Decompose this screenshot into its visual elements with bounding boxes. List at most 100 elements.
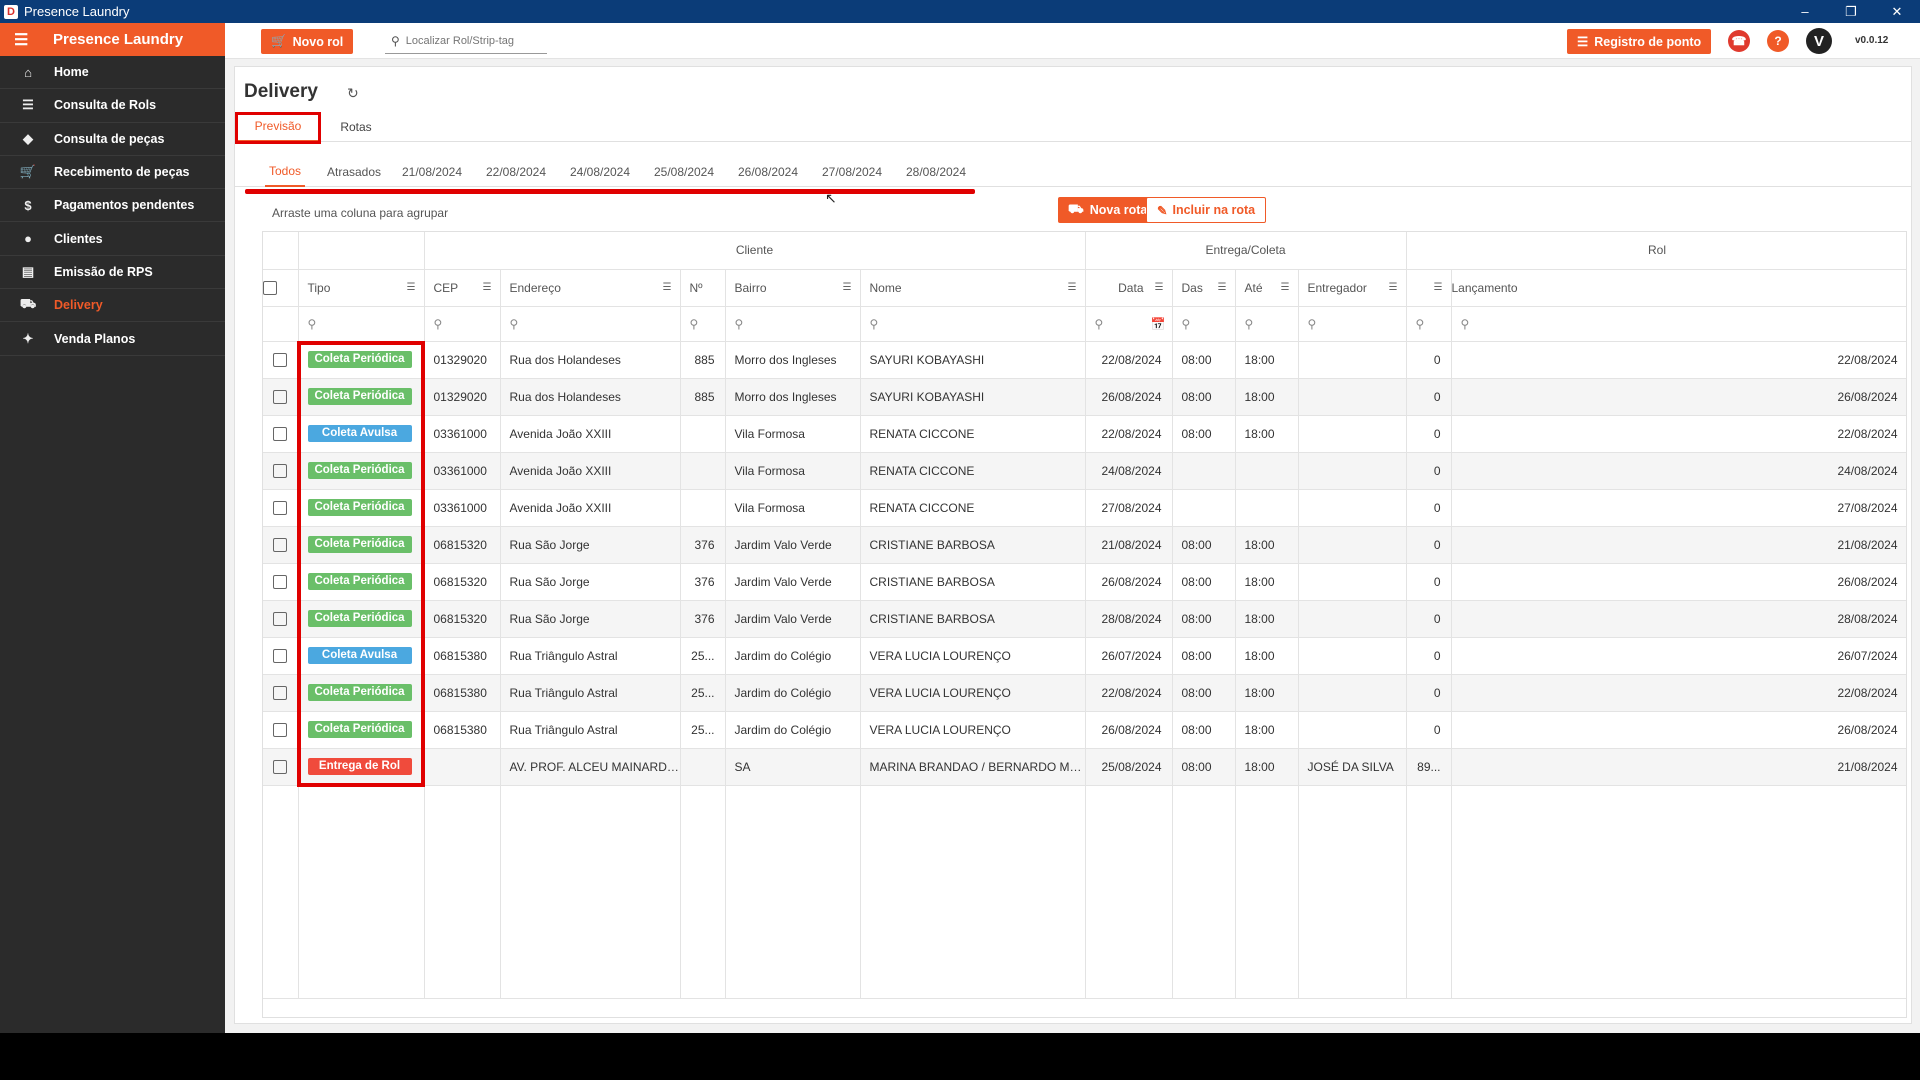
table-row[interactable]: Coleta Periódica 06815380 Rua Triângulo As…: [263, 711, 1906, 749]
filter-icon[interactable]: ☰: [1217, 281, 1227, 293]
table-row[interactable]: Coleta Periódica 01329020 Rua dos Holandes…: [263, 341, 1906, 379]
filter-cell[interactable]: ⚲ 📅: [1085, 306, 1173, 342]
row-checkbox[interactable]: [273, 537, 288, 552]
column-header-at-[interactable]: Até ☰: [1235, 269, 1299, 307]
subtab-atrasados[interactable]: Atrasados: [326, 165, 382, 179]
table-row[interactable]: Coleta Periódica 03361000 Avenida João XXI…: [263, 452, 1906, 490]
search-icon: ⚲: [1094, 316, 1104, 331]
subtab-27-08-2024[interactable]: 27/08/2024: [821, 165, 883, 179]
table-row[interactable]: Coleta Avulsa 03361000 Avenida João XXIII V…: [263, 415, 1906, 453]
filter-icon[interactable]: ☰: [1388, 281, 1398, 293]
filter-cell[interactable]: ⚲: [1298, 306, 1407, 342]
subtab-26-08-2024[interactable]: 26/08/2024: [737, 165, 799, 179]
column-header-n-[interactable]: Nº: [680, 269, 726, 307]
filter-cell[interactable]: ⚲: [725, 306, 861, 342]
filter-cell[interactable]: ⚲: [424, 306, 501, 342]
row-checkbox[interactable]: [273, 426, 288, 441]
filter-icon[interactable]: ☰: [1280, 281, 1290, 293]
filter-cell[interactable]: ⚲: [500, 306, 681, 342]
column-header-rol[interactable]: ☰: [1406, 269, 1452, 307]
select-all-checkbox[interactable]: [263, 280, 277, 295]
sidebar-item-recebimento-de-pe-as[interactable]: 🛒 Recebimento de peças: [0, 156, 225, 190]
row-checkbox[interactable]: [273, 463, 288, 478]
table-row[interactable]: Coleta Periódica 06815320 Rua São Jorge 376…: [263, 526, 1906, 564]
sidebar-item-consulta-de-rols[interactable]: ☰ Consulta de Rols: [0, 89, 225, 123]
table-row[interactable]: Coleta Periódica 06815320 Rua São Jorge 376…: [263, 600, 1906, 638]
subtab-21-08-2024[interactable]: 21/08/2024: [401, 165, 463, 179]
sidebar-item-consulta-de-pe-as[interactable]: ◆ Consulta de peças: [0, 123, 225, 156]
column-header-endere-o[interactable]: Endereço ☰: [500, 269, 681, 307]
column-header-bairro[interactable]: Bairro ☰: [725, 269, 861, 307]
row-checkbox[interactable]: [273, 648, 288, 663]
sidebar-item-venda-planos[interactable]: ✦ Venda Planos: [0, 322, 225, 356]
sidebar-item-clientes[interactable]: ● Clientes: [0, 222, 225, 256]
column-header-data[interactable]: Data ☰: [1085, 269, 1173, 307]
row-checkbox[interactable]: [273, 611, 288, 626]
avatar[interactable]: V: [1806, 28, 1832, 54]
row-checkbox[interactable]: [273, 722, 288, 737]
filter-cell[interactable]: ⚲: [298, 306, 425, 342]
sidebar-item-pagamentos-pendentes[interactable]: $ Pagamentos pendentes: [0, 189, 225, 223]
sidebar-item-home[interactable]: ⌂ Home: [0, 56, 225, 90]
filter-icon[interactable]: ☰: [842, 281, 852, 293]
cell-data: 22/08/2024: [1085, 674, 1173, 712]
table-row[interactable]: Entrega de Rol AV. PROF. ALCEU MAINARD ..…: [263, 748, 1906, 786]
filter-icon[interactable]: ☰: [482, 281, 492, 293]
filter-icon[interactable]: ☰: [406, 281, 416, 293]
filter-icon[interactable]: ☰: [1154, 281, 1164, 293]
close-icon[interactable]: ✕: [1891, 3, 1903, 19]
tab-rotas[interactable]: Rotas: [340, 120, 372, 134]
table-row[interactable]: Coleta Periódica 06815320 Rua São Jorge 376…: [263, 563, 1906, 601]
column-header-label: Endereço: [509, 280, 561, 295]
column-header-cep[interactable]: CEP ☰: [424, 269, 501, 307]
column-header-tipo[interactable]: Tipo ☰: [298, 269, 425, 307]
row-checkbox[interactable]: [273, 685, 288, 700]
bottom-bar: [0, 1033, 1920, 1080]
sidebar-item-emiss-o-de-rps[interactable]: ▤ Emissão de RPS: [0, 256, 225, 290]
column-header-nome[interactable]: Nome ☰: [860, 269, 1086, 307]
row-checkbox[interactable]: [273, 389, 288, 404]
incluir-rota-button[interactable]: ✎ Incluir na rota: [1146, 197, 1267, 223]
nova-rota-button[interactable]: ⛟ Nova rota: [1058, 197, 1158, 223]
row-checkbox[interactable]: [273, 574, 288, 589]
minimize-icon[interactable]: –: [1801, 4, 1809, 19]
subtab-todos[interactable]: Todos: [265, 157, 305, 187]
filter-cell[interactable]: ⚲: [1451, 306, 1906, 342]
help-icon[interactable]: ?: [1767, 30, 1789, 52]
row-checkbox[interactable]: [273, 500, 288, 515]
row-checkbox[interactable]: [273, 759, 288, 774]
filter-icon[interactable]: ☰: [1433, 281, 1443, 293]
filter-cell[interactable]: ⚲: [1235, 306, 1299, 342]
table-row[interactable]: Coleta Periódica 01329020 Rua dos Holandes…: [263, 378, 1906, 416]
subtab-22-08-2024[interactable]: 22/08/2024: [485, 165, 547, 179]
whatsapp-icon[interactable]: ☎: [1728, 30, 1750, 52]
column-header-lan-amento[interactable]: Lançamento: [1451, 269, 1906, 307]
restore-icon[interactable]: ❐: [1845, 3, 1857, 19]
search-input[interactable]: [405, 35, 536, 47]
calendar-icon[interactable]: 📅: [1150, 316, 1166, 331]
subtab-25-08-2024[interactable]: 25/08/2024: [653, 165, 715, 179]
registro-ponto-button[interactable]: ☰ Registro de ponto: [1567, 29, 1712, 54]
cell-lanc: 21/08/2024: [1451, 526, 1906, 564]
sidebar-item-delivery[interactable]: ⛟ Delivery: [0, 289, 225, 323]
filter-cell[interactable]: ⚲: [1172, 306, 1236, 342]
filter-cell[interactable]: ⚲: [680, 306, 726, 342]
window-controls: – ❐ ✕: [1782, 0, 1920, 23]
refresh-icon[interactable]: ↻: [347, 85, 359, 101]
table-row[interactable]: Coleta Avulsa 06815380 Rua Triângulo Astra…: [263, 637, 1906, 675]
table-row[interactable]: Coleta Periódica 06815380 Rua Triângulo As…: [263, 674, 1906, 712]
filter-icon[interactable]: ☰: [662, 281, 672, 293]
filter-icon[interactable]: ☰: [1067, 281, 1077, 293]
filter-cell[interactable]: ⚲: [860, 306, 1086, 342]
new-rol-button[interactable]: 🛒 Novo rol: [261, 29, 354, 54]
column-header-das[interactable]: Das ☰: [1172, 269, 1236, 307]
subtab-28-08-2024[interactable]: 28/08/2024: [905, 165, 967, 179]
row-checkbox[interactable]: [273, 352, 288, 367]
cell-num: [680, 415, 726, 453]
filter-cell[interactable]: ⚲: [1406, 306, 1452, 342]
column-header-entregador[interactable]: Entregador ☰: [1298, 269, 1407, 307]
menu-icon[interactable]: ☰: [14, 31, 29, 49]
subtab-24-08-2024[interactable]: 24/08/2024: [569, 165, 631, 179]
table-row[interactable]: Coleta Periódica 03361000 Avenida João XXI…: [263, 489, 1906, 527]
sidebar-header: ☰ Presence Laundry: [0, 23, 225, 56]
